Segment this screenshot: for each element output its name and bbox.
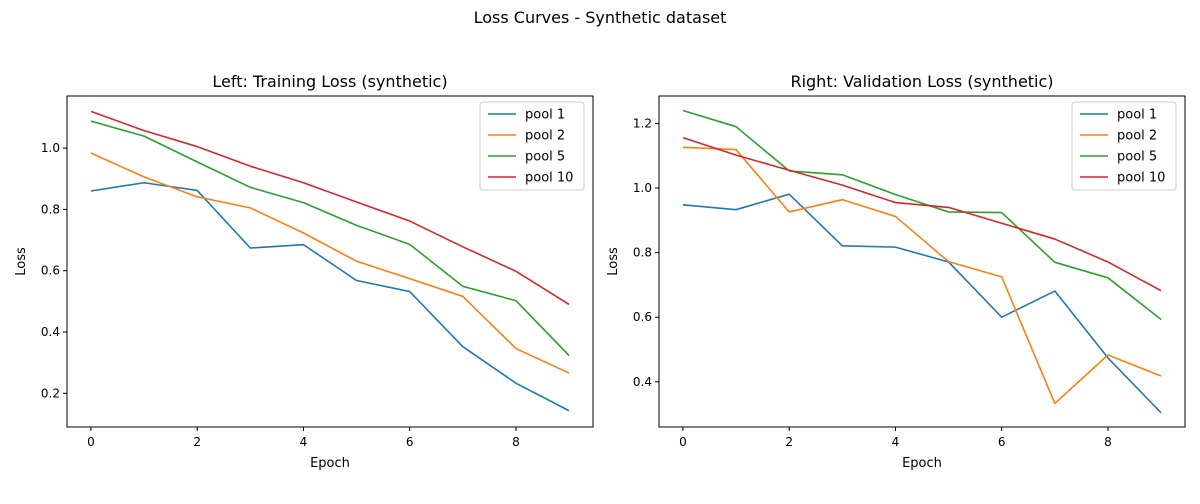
- legend-label: pool 1: [1117, 108, 1157, 123]
- chart-title: Left: Training Loss (synthetic): [212, 72, 447, 91]
- series-line-pool-10: [682, 136, 1162, 292]
- legend-label: pool 5: [1117, 150, 1157, 165]
- x-tick-label: 8: [1104, 435, 1112, 449]
- legend-box: [1071, 101, 1177, 191]
- left-training-loss-chart: Left: Training Loss (synthetic) 0 2 4 6 8 0.2 0…: [14, 72, 594, 471]
- x-tick-label: 4: [300, 435, 308, 449]
- y-tick-label: 0.8: [41, 202, 60, 216]
- y-tick-label: 1.0: [41, 141, 60, 155]
- legend-label: pool 10: [525, 171, 573, 186]
- y-tick-label: 0.2: [41, 386, 60, 400]
- x-tick-label: 0: [679, 435, 687, 449]
- x-axis-label: Epoch: [310, 456, 350, 471]
- y-tick-label: 0.6: [41, 264, 60, 278]
- series-line-pool-1: [90, 181, 570, 412]
- legend-label: pool 5: [525, 150, 565, 165]
- legend-label: pool 2: [1117, 129, 1157, 144]
- x-tick-label: 2: [785, 435, 793, 449]
- legend-label: pool 2: [525, 129, 565, 144]
- legend-label: pool 10: [1117, 171, 1165, 186]
- plot-frame: [658, 95, 1186, 428]
- right-validation-loss-chart: Right: Validation Loss (synthetic) 0 2 4 6 8 0…: [606, 72, 1186, 471]
- legend-label: pool 1: [525, 108, 565, 123]
- x-tick-label: 6: [406, 435, 414, 449]
- x-axis-label: Epoch: [902, 456, 942, 471]
- y-tick-label: 1.0: [633, 181, 652, 195]
- series-line-pool-2: [90, 152, 570, 374]
- plot-frame: [66, 95, 594, 428]
- chart-title: Right: Validation Loss (synthetic): [790, 72, 1053, 91]
- x-tick-label: 4: [892, 435, 900, 449]
- series-line-pool-1: [682, 193, 1162, 414]
- y-tick-label: 0.4: [633, 375, 652, 389]
- series-line-pool-5: [682, 109, 1162, 321]
- x-tick-label: 6: [998, 435, 1006, 449]
- x-tick-label: 0: [87, 435, 95, 449]
- x-tick-label: 2: [193, 435, 201, 449]
- y-tick-label: 0.6: [633, 310, 652, 324]
- y-tick-label: 1.2: [633, 116, 652, 130]
- figure-suptitle: Loss Curves - Synthetic dataset: [474, 8, 727, 27]
- series-line-pool-10: [90, 110, 570, 306]
- y-axis-label: Loss: [606, 247, 621, 276]
- y-axis-label: Loss: [14, 247, 29, 276]
- series-line-pool-5: [90, 120, 570, 357]
- y-tick-label: 0.4: [41, 325, 60, 339]
- legend-box: [479, 101, 585, 191]
- x-tick-label: 8: [512, 435, 520, 449]
- y-tick-label: 0.8: [633, 246, 652, 260]
- series-line-pool-2: [682, 146, 1162, 405]
